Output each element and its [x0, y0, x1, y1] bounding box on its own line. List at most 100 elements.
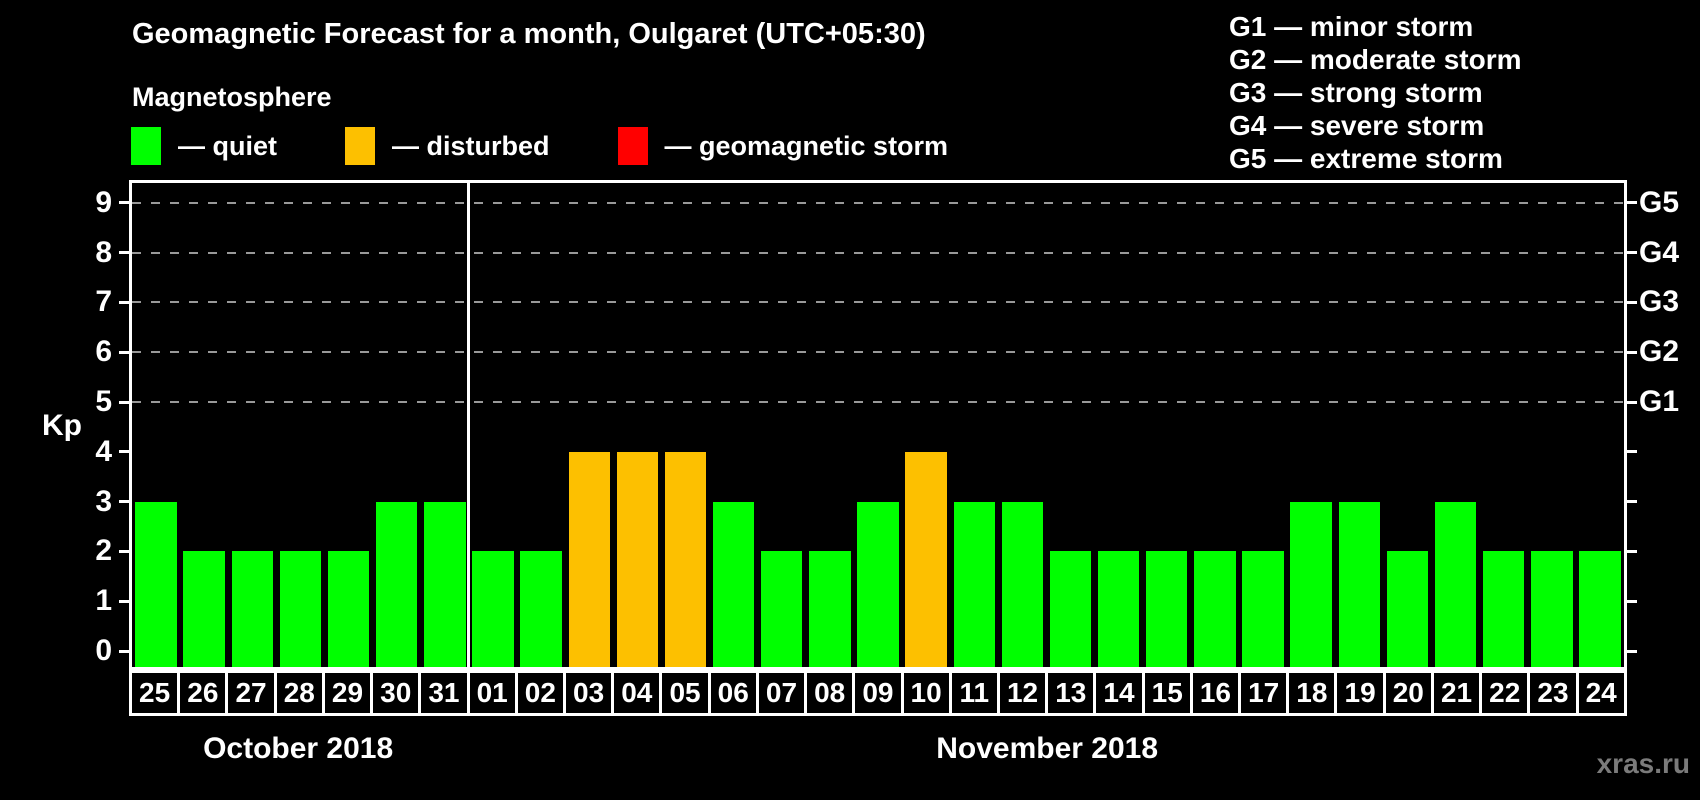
- y-axis-title: Kp: [42, 409, 82, 442]
- left-axis-tick: [119, 201, 129, 205]
- gridline-kp8: [132, 251, 1624, 254]
- g-legend-row-g5: G5 — extreme storm: [1229, 143, 1503, 174]
- kp-bar: [905, 451, 947, 667]
- kp-tick-label: 8: [95, 235, 112, 269]
- day-label: 09: [852, 670, 904, 716]
- page-title: Geomagnetic Forecast for a month, Oulgar…: [132, 18, 926, 50]
- kp-bar: [1049, 551, 1092, 667]
- right-axis-tick: [1627, 251, 1637, 255]
- kp-tick-label: 9: [95, 185, 112, 219]
- right-axis-tick: [1627, 400, 1637, 404]
- kp-bar: [761, 551, 803, 667]
- kp-bar: [183, 551, 225, 667]
- day-label: 22: [1479, 670, 1531, 716]
- kp-bar: [568, 451, 610, 667]
- kp-bar: [1290, 501, 1332, 667]
- g-tick-label: G1: [1639, 385, 1680, 418]
- kp-bar: [376, 501, 418, 667]
- gridline-kp9: [132, 201, 1624, 204]
- legend-label: — geomagnetic storm: [664, 130, 949, 161]
- state-legend: — quiet — disturbed — geomagnetic storm: [131, 127, 948, 165]
- g-legend-row-g1: G1 — minor storm: [1229, 11, 1474, 42]
- kp-bar: [1386, 551, 1429, 667]
- g-tick-label: G3: [1639, 285, 1680, 319]
- gridline-kp6: [132, 351, 1624, 354]
- kp-bar: [857, 501, 899, 667]
- left-axis-tick: [119, 251, 129, 255]
- day-label: 23: [1527, 670, 1579, 716]
- kp-tick-label: 1: [95, 584, 112, 618]
- kp-bar: [1338, 501, 1380, 667]
- kp-bar: [1194, 551, 1236, 667]
- left-axis-tick: [119, 400, 129, 404]
- g-tick-label: G5: [1639, 185, 1680, 219]
- left-axis-tick: [119, 500, 129, 504]
- left-axis-tick: [119, 350, 129, 354]
- right-axis-tick: [1627, 599, 1637, 603]
- day-label: 15: [1141, 670, 1193, 716]
- gridline-kp7: [132, 301, 1624, 304]
- day-label: 21: [1430, 670, 1483, 716]
- kp-bar: [1146, 551, 1188, 667]
- left-axis-tick: [119, 599, 129, 603]
- kp-tick-label: 0: [95, 634, 112, 667]
- kp-bar: [472, 551, 514, 667]
- geomagnetic-storm-swatch: [617, 127, 648, 165]
- right-axis-tick: [1627, 450, 1637, 454]
- g-legend-row-g4: G4 — severe storm: [1229, 110, 1485, 141]
- kp-bar: [1434, 501, 1477, 667]
- kp-bar: [1482, 551, 1525, 667]
- day-label: 06: [707, 670, 759, 716]
- right-axis-tick: [1627, 350, 1637, 354]
- day-label: 26: [177, 670, 229, 716]
- kp-tick-label: 6: [95, 335, 112, 369]
- g-tick-label: G2: [1639, 335, 1680, 369]
- left-axis-tick: [119, 450, 129, 454]
- right-axis-tick: [1627, 649, 1637, 653]
- day-label: 24: [1575, 670, 1627, 716]
- kp-bar: [424, 501, 466, 667]
- kp-bar: [327, 551, 370, 667]
- watermark: xras.ru: [1596, 748, 1690, 779]
- g-scale-legend: G1 — minor storm G2 — moderate storm G3 — …: [1229, 10, 1522, 175]
- day-label: 11: [948, 670, 1000, 716]
- day-label: 13: [1045, 670, 1097, 716]
- right-axis-tick: [1627, 549, 1637, 553]
- plot-area: 0 1 2 3 4 5 G1 6 G2 7 G3 8 G4 9 G5: [95, 180, 1679, 670]
- day-label: 04: [611, 670, 663, 716]
- left-axis-tick: [119, 300, 129, 304]
- legend-item-geomagnetic-storm: — geomagnetic storm: [617, 127, 949, 165]
- day-label: 12: [996, 670, 1049, 716]
- month-separator: [467, 183, 471, 667]
- day-label: 29: [321, 670, 374, 716]
- day-label: 28: [273, 670, 325, 716]
- day-label: 31: [418, 670, 470, 716]
- kp-bar: [616, 451, 659, 667]
- kp-bar: [279, 551, 322, 667]
- kp-bar: [809, 551, 851, 667]
- kp-bar: [231, 551, 274, 667]
- legend-label: — quiet: [178, 130, 277, 161]
- kp-tick-label: 5: [95, 385, 112, 418]
- g-legend-row-g2: G2 — moderate storm: [1229, 44, 1522, 75]
- day-label: 27: [225, 670, 277, 716]
- quiet-swatch: [131, 127, 161, 165]
- day-label: 17: [1238, 670, 1290, 716]
- day-axis: 25 26 27 28 29 30 31 01 02 03 04 05 06 07 08 09 10 11 12 13…: [129, 670, 1627, 716]
- day-label: 30: [370, 670, 422, 716]
- day-label: 02: [514, 670, 566, 716]
- day-label: 19: [1334, 670, 1386, 716]
- left-axis-tick: [119, 649, 129, 653]
- month-label: October 2018: [203, 732, 394, 765]
- legend-label: — disturbed: [392, 130, 550, 161]
- day-label: 01: [466, 670, 518, 716]
- kp-bar: [953, 501, 995, 667]
- disturbed-swatch: [345, 127, 375, 165]
- day-label: 05: [659, 670, 711, 716]
- day-label: 10: [900, 670, 952, 716]
- magnetosphere-label: Magnetosphere: [132, 82, 332, 112]
- kp-bar: [1579, 551, 1621, 667]
- day-label: 18: [1286, 670, 1338, 716]
- day-label: 07: [755, 670, 808, 716]
- kp-bar: [664, 451, 707, 667]
